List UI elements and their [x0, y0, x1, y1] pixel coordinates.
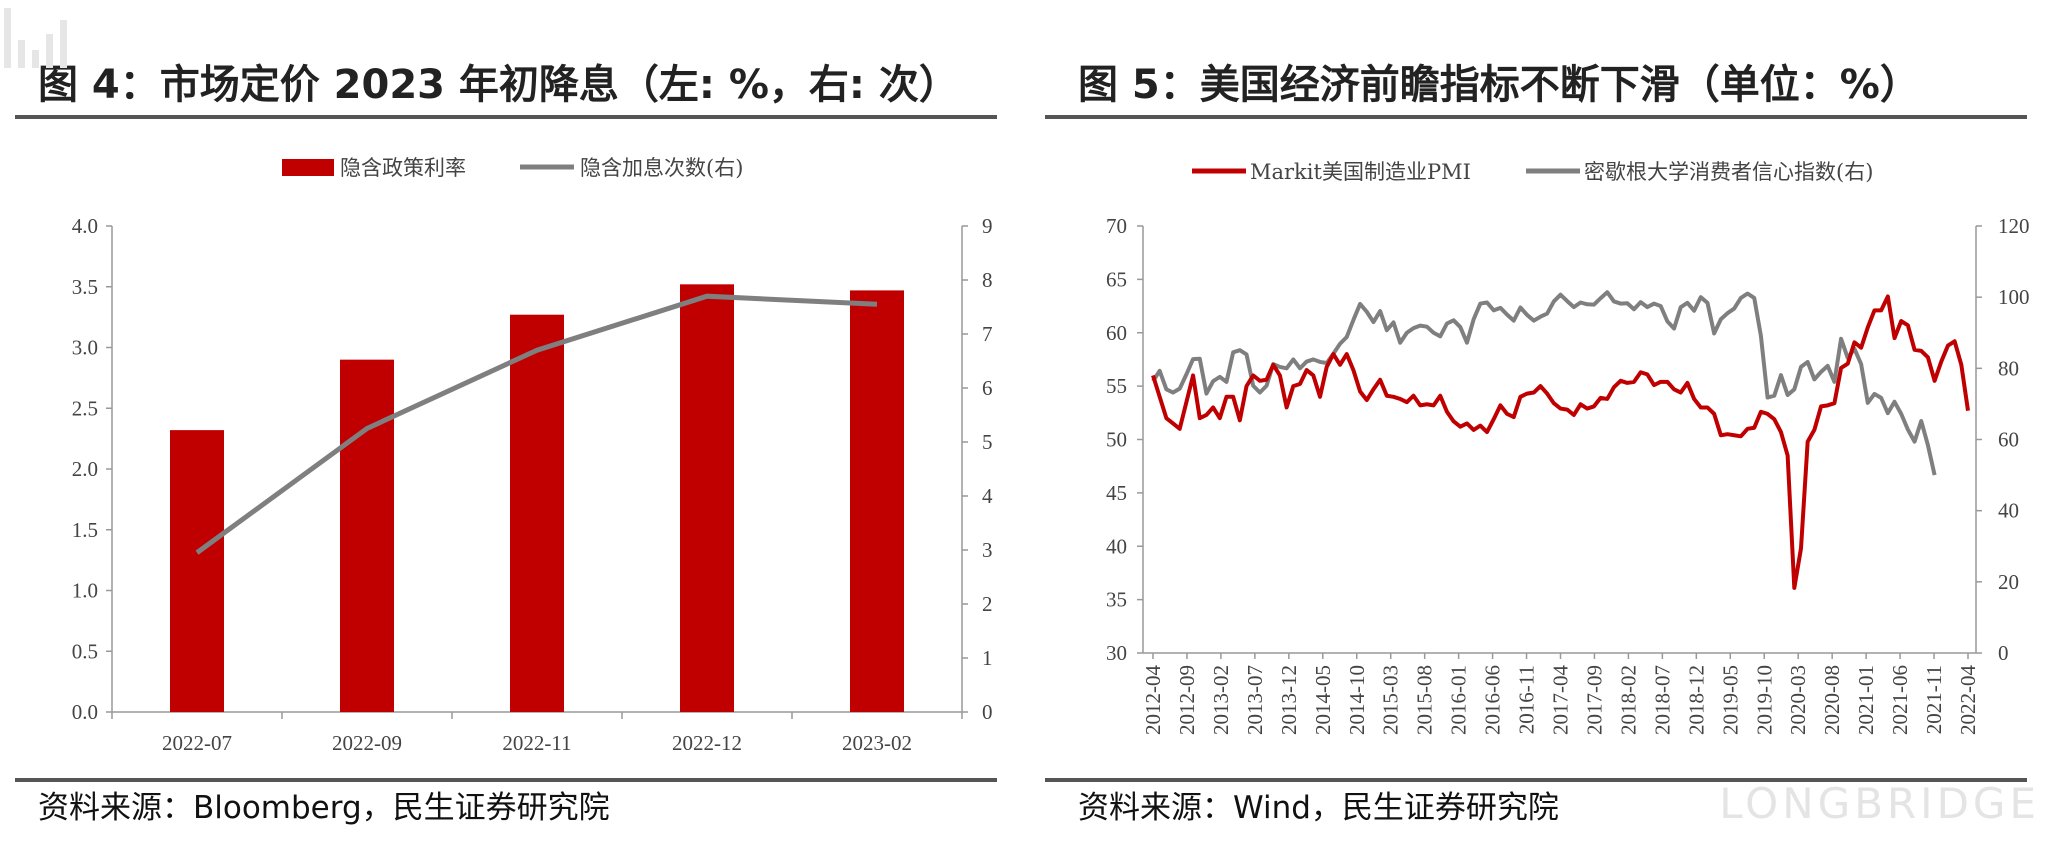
y-tick-label: 2.0 — [72, 457, 98, 481]
x-tick-label: 2017-04 — [1549, 665, 1573, 735]
figure-4-source: 资料来源：Bloomberg，民生证券研究院 — [38, 790, 610, 826]
source-rule — [1045, 778, 2027, 782]
x-tick-label: 2015-08 — [1413, 665, 1437, 735]
y-tick-label: 50 — [1106, 428, 1127, 452]
x-tick-label: 2022-11 — [502, 731, 571, 755]
x-tick-label: 2019-10 — [1752, 665, 1776, 735]
x-tick-label: 2022-04 — [1956, 665, 1980, 735]
y-tick-label: 40 — [1106, 534, 1127, 558]
x-tick-label: 2018-02 — [1616, 665, 1640, 735]
x-tick-label: 2019-05 — [1718, 665, 1742, 735]
x-tick-label: 2023-02 — [842, 731, 912, 755]
x-tick-label: 2016-06 — [1481, 665, 1505, 735]
x-tick-label: 2015-03 — [1379, 665, 1403, 735]
figure-5-panel: 图 5：美国经济前瞻指标不断下滑（单位：%） 30 35 40 45 50 55 60 65 7… — [1040, 0, 2050, 844]
y2-tick-label: 2 — [982, 592, 993, 616]
x-tick-label: 2020-03 — [1786, 665, 1810, 735]
y2-tick-label: 20 — [1998, 570, 2019, 594]
x-tick-label: 2013-12 — [1277, 665, 1301, 735]
y-tick-label: 60 — [1106, 321, 1127, 345]
x-tick-label: 2021-01 — [1854, 665, 1878, 735]
figure-4-chart: 0.0 0.5 1.0 1.5 2.0 2.5 3.0 3.5 4.0 0 1 2 3 4 5 6 7 8 9 202… — [72, 156, 993, 755]
y2-tick-label: 0 — [1998, 641, 2009, 665]
y-tick-label: 0.0 — [72, 700, 98, 724]
x-tick-label: 2013-02 — [1209, 665, 1233, 735]
y-tick-label: 45 — [1106, 481, 1127, 505]
x-tick-label: 2022-07 — [162, 731, 232, 755]
x-tick-label: 2022-09 — [332, 731, 402, 755]
y2-tick-label: 7 — [982, 322, 993, 346]
x-tick-label: 2021-06 — [1888, 665, 1912, 735]
x-tick-label: 2014-05 — [1311, 665, 1335, 735]
x-tick-label: 2016-11 — [1515, 665, 1539, 734]
legend-label-pmi: Markit美国制造业PMI — [1250, 160, 1471, 184]
x-tick-label: 2018-07 — [1650, 665, 1674, 735]
y2-tick-label: 80 — [1998, 356, 2019, 380]
bar — [850, 290, 904, 712]
figure-5-source: 资料来源：Wind，民生证券研究院 — [1078, 790, 1559, 826]
y2-tick-label: 5 — [982, 430, 993, 454]
x-tick-label: 2021-11 — [1922, 665, 1946, 734]
x-tick-label: 2022-12 — [672, 731, 742, 755]
y-tick-label: 3.5 — [72, 275, 98, 299]
bar — [510, 314, 564, 712]
legend-label-line: 隐含加息次数(右) — [580, 156, 743, 180]
bar — [340, 359, 394, 712]
figure-5-title: 图 5：美国经济前瞻指标不断下滑（单位：%） — [1078, 62, 1920, 108]
source-rule — [15, 778, 997, 782]
y2-tick-label: 8 — [982, 268, 993, 292]
y-tick-label: 1.0 — [72, 579, 98, 603]
line-series-pmi — [1151, 294, 1970, 590]
figure-5-chart: 30 35 40 45 50 55 60 65 70 0 20 40 60 80 100 120 2012-04… — [1106, 160, 2030, 735]
line-series-sentiment — [1151, 290, 1937, 476]
x-tick-label: 2012-09 — [1175, 665, 1199, 735]
y2-tick-label: 40 — [1998, 499, 2019, 523]
line-series — [195, 293, 878, 555]
y-tick-label: 1.5 — [72, 518, 98, 542]
y2-tick-label: 0 — [982, 700, 993, 724]
x-tick-label: 2012-04 — [1141, 665, 1165, 735]
y-tick-label: 3.0 — [72, 336, 98, 360]
x-tick-label: 2020-08 — [1820, 665, 1844, 735]
x-tick-label: 2017-09 — [1582, 665, 1606, 735]
x-tick-label: 2018-12 — [1684, 665, 1708, 735]
y2-tick-label: 6 — [982, 376, 993, 400]
y-tick-label: 30 — [1106, 641, 1127, 665]
y-tick-label: 65 — [1106, 267, 1127, 291]
legend-label-bar: 隐含政策利率 — [340, 156, 466, 180]
y2-tick-label: 3 — [982, 538, 993, 562]
y2-tick-label: 4 — [982, 484, 993, 508]
y2-tick-label: 100 — [1998, 285, 2030, 309]
figure-4-title: 图 4：市场定价 2023 年初降息（左: %，右: 次） — [38, 62, 959, 108]
y-tick-label: 4.0 — [72, 214, 98, 238]
longbridge-logo-icon — [4, 8, 67, 68]
y2-tick-label: 60 — [1998, 428, 2019, 452]
x-tick-label: 2013-07 — [1243, 665, 1267, 735]
y-tick-label: 35 — [1106, 588, 1127, 612]
figure-4-panel: 图 4：市场定价 2023 年初降息（左: %，右: 次） 0.0 0.5 1.0 1… — [0, 0, 1010, 844]
x-tick-label: 2016-01 — [1447, 665, 1471, 735]
bar — [170, 430, 224, 712]
y-tick-label: 2.5 — [72, 396, 98, 420]
y-tick-label: 55 — [1106, 374, 1127, 398]
legend-label-sentiment: 密歇根大学消费者信心指数(右) — [1584, 160, 1873, 184]
legend-swatch-bar — [282, 159, 334, 176]
bar — [680, 284, 734, 712]
title-rule — [15, 115, 997, 119]
watermark: LONGBRIDGE — [1719, 779, 2040, 828]
y2-tick-label: 9 — [982, 214, 993, 238]
y-tick-label: 0.5 — [72, 639, 98, 663]
y2-tick-label: 1 — [982, 646, 993, 670]
x-tick-label: 2014-10 — [1345, 665, 1369, 735]
title-rule — [1045, 115, 2027, 119]
y2-tick-label: 120 — [1998, 214, 2030, 238]
y-tick-label: 70 — [1106, 214, 1127, 238]
